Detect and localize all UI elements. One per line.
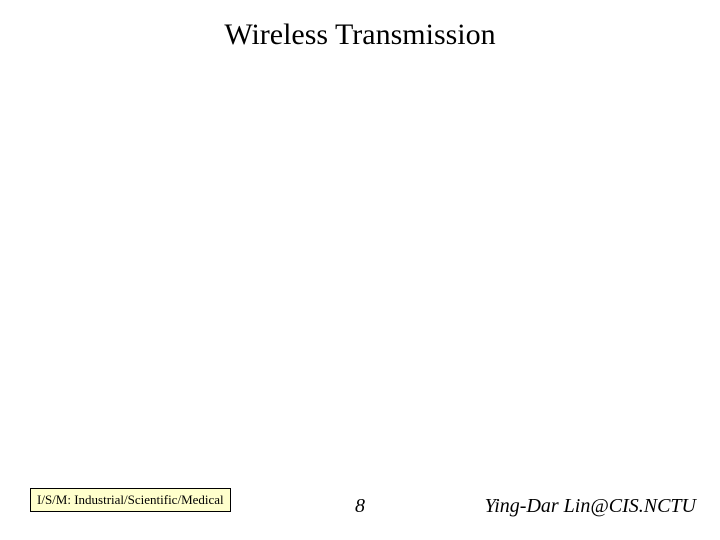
slide-title: Wireless Transmission (0, 18, 720, 52)
author-attribution: Ying-Dar Lin@CIS.NCTU (485, 495, 696, 518)
